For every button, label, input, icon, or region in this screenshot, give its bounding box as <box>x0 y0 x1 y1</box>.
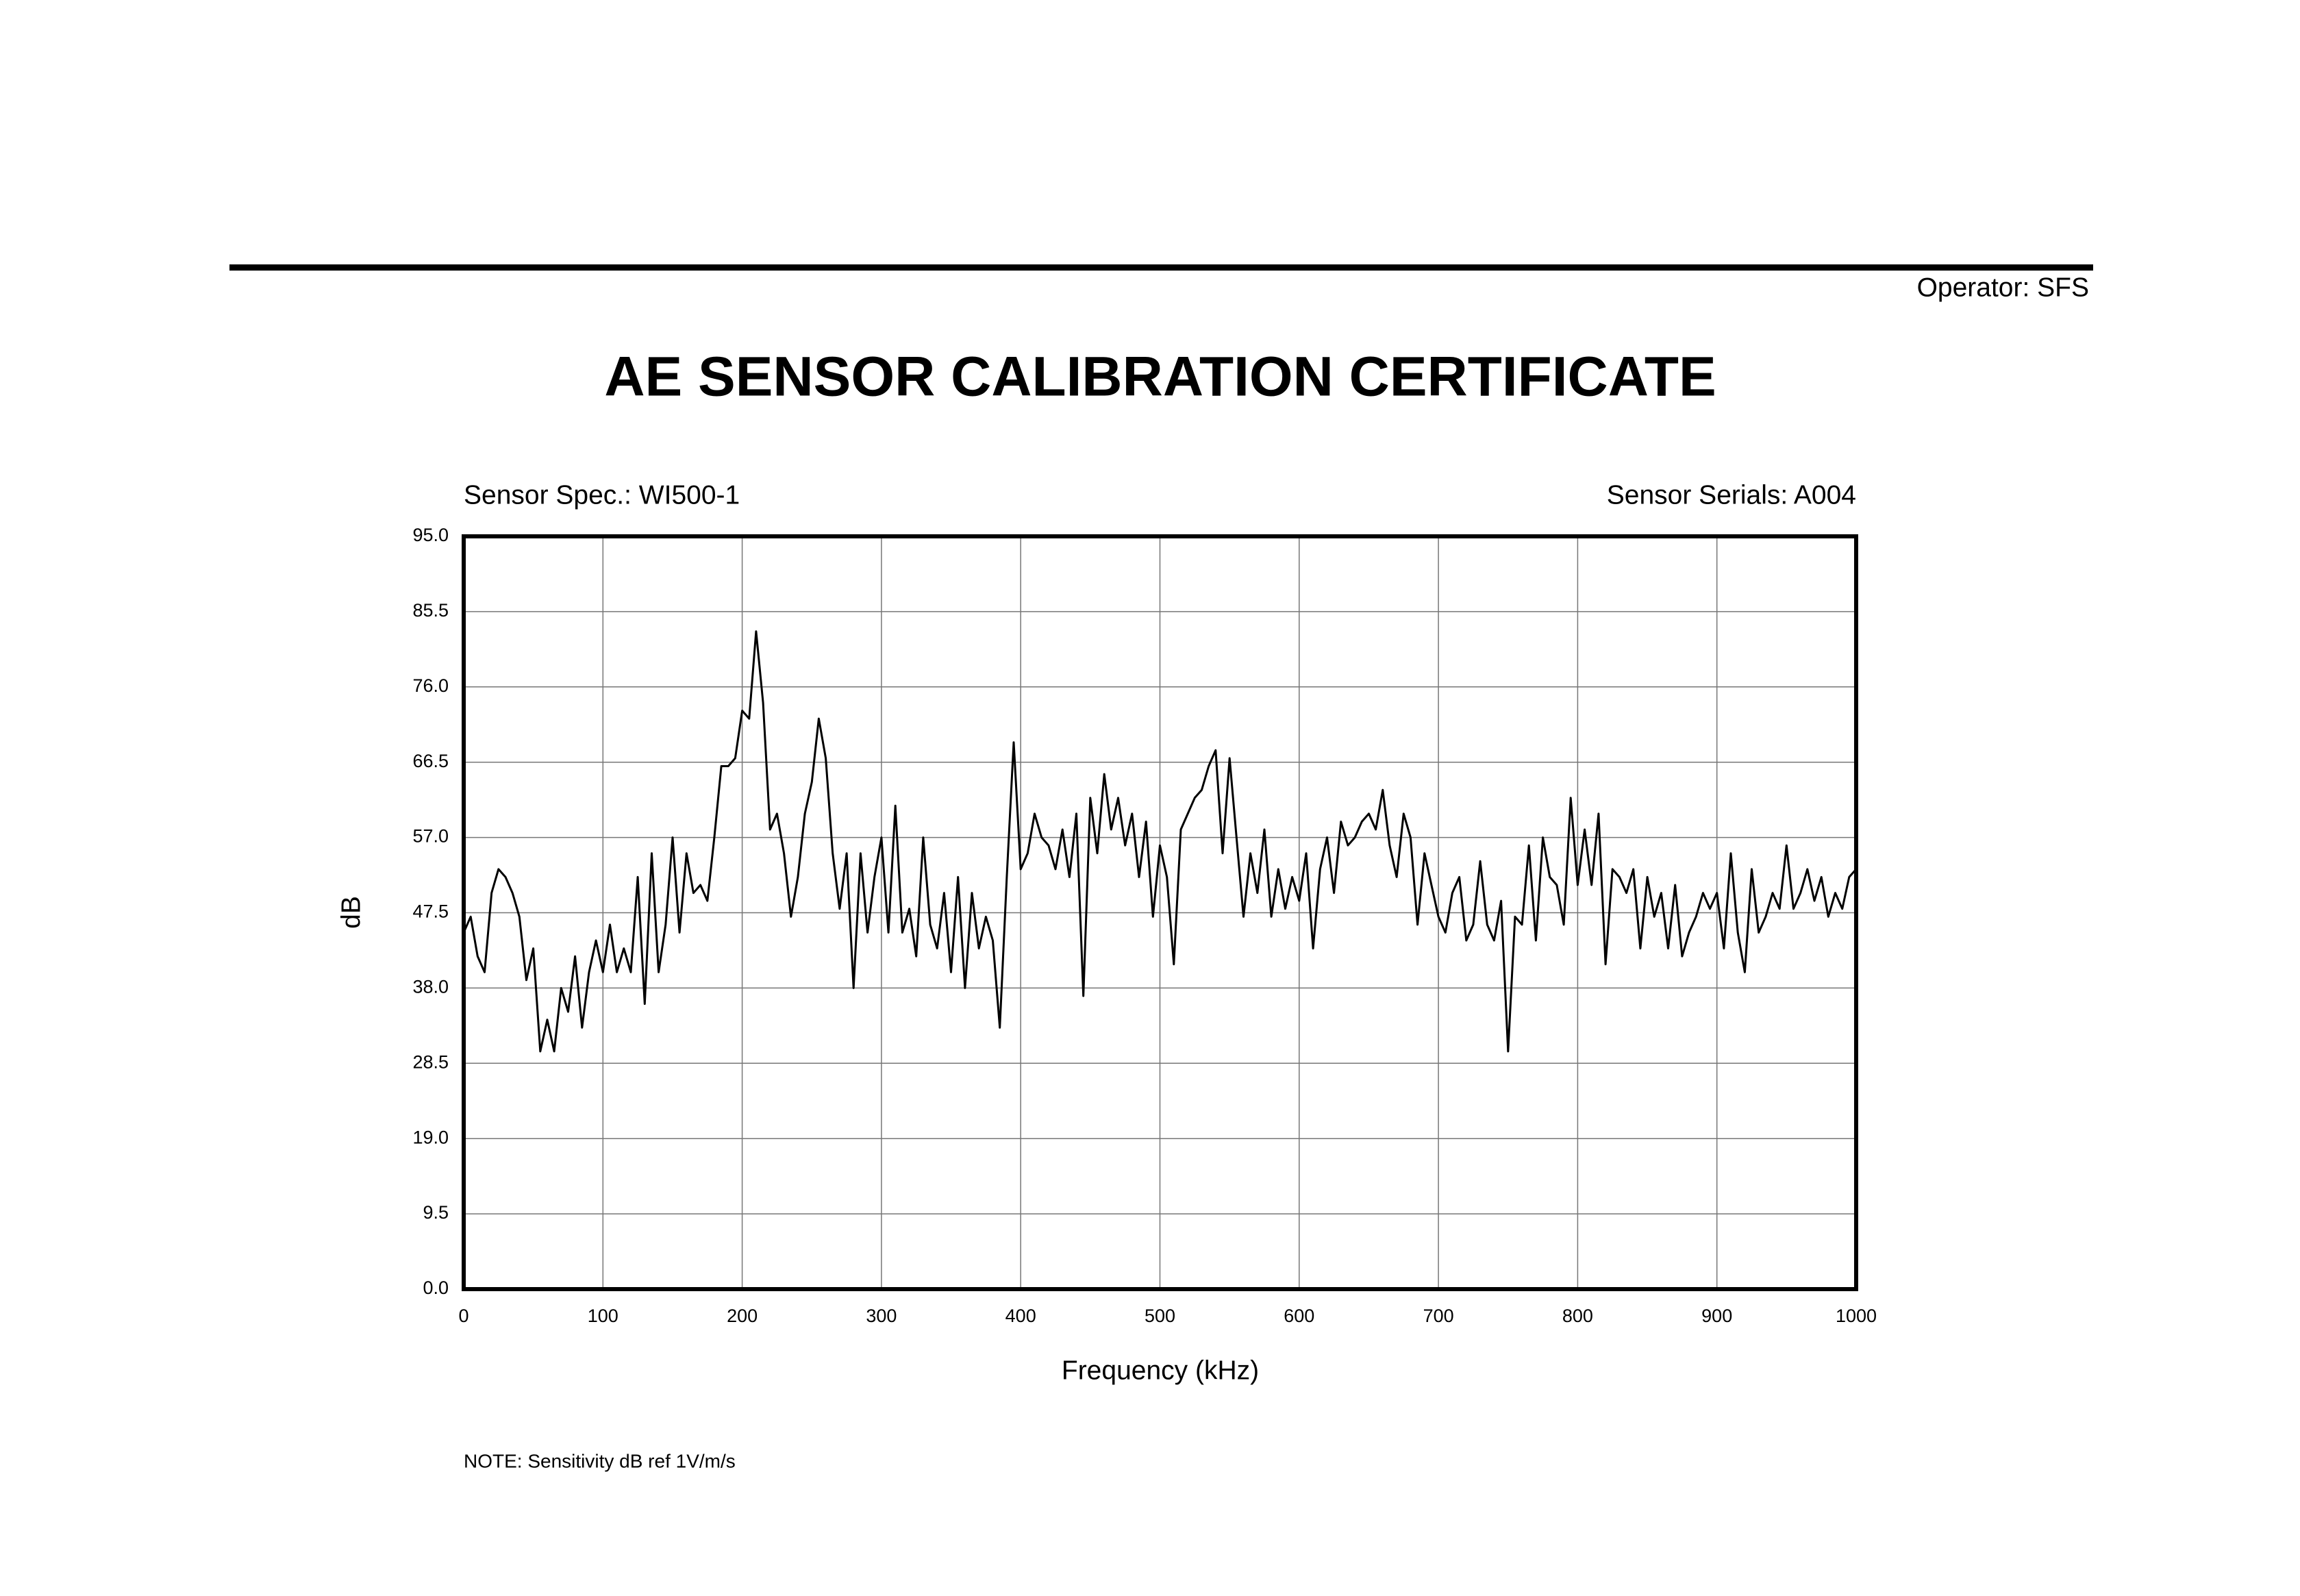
y-tick-label: 95.0 <box>412 525 449 545</box>
x-tick-label: 300 <box>866 1306 897 1326</box>
y-tick-label: 66.5 <box>412 751 449 771</box>
x-tick-label: 600 <box>1284 1306 1314 1326</box>
y-tick-label: 19.0 <box>412 1127 449 1147</box>
y-tick-label: 9.5 <box>423 1202 449 1223</box>
y-tick-label: 85.5 <box>412 600 449 621</box>
y-axis-label: dB <box>336 896 366 929</box>
y-tick-label: 57.0 <box>412 826 449 847</box>
x-tick-label: 1000 <box>1836 1306 1877 1326</box>
chart-title: AE SENSOR CALIBRATION CERTIFICATE <box>604 346 1716 408</box>
sensor-spec: Sensor Spec.: WI500-1 <box>464 480 740 510</box>
x-tick-label: 500 <box>1145 1306 1175 1326</box>
x-tick-label: 900 <box>1701 1306 1732 1326</box>
x-tick-label: 200 <box>727 1306 758 1326</box>
y-tick-label: 0.0 <box>423 1277 449 1298</box>
operator: Operator: SFS <box>1917 273 2089 302</box>
sensor-serials: Sensor Serials: A004 <box>1607 480 1856 510</box>
note: NOTE: Sensitivity dB ref 1V/m/s <box>464 1450 736 1471</box>
x-tick-label: 400 <box>1005 1306 1036 1326</box>
x-axis-label: Frequency (kHz) <box>1062 1356 1259 1385</box>
plot-frame <box>462 534 1858 1291</box>
x-tick-label: 100 <box>588 1306 618 1326</box>
data-line <box>462 630 1858 1053</box>
y-tick-label: 76.0 <box>412 675 449 696</box>
top-rule <box>229 264 2093 271</box>
x-tick-label: 800 <box>1562 1306 1593 1326</box>
x-tick-label: 0 <box>458 1306 468 1326</box>
y-tick-label: 28.5 <box>412 1051 449 1072</box>
y-tick-label: 38.0 <box>412 977 449 997</box>
x-tick-label: 700 <box>1423 1306 1454 1326</box>
y-tick-label: 47.5 <box>412 901 449 922</box>
